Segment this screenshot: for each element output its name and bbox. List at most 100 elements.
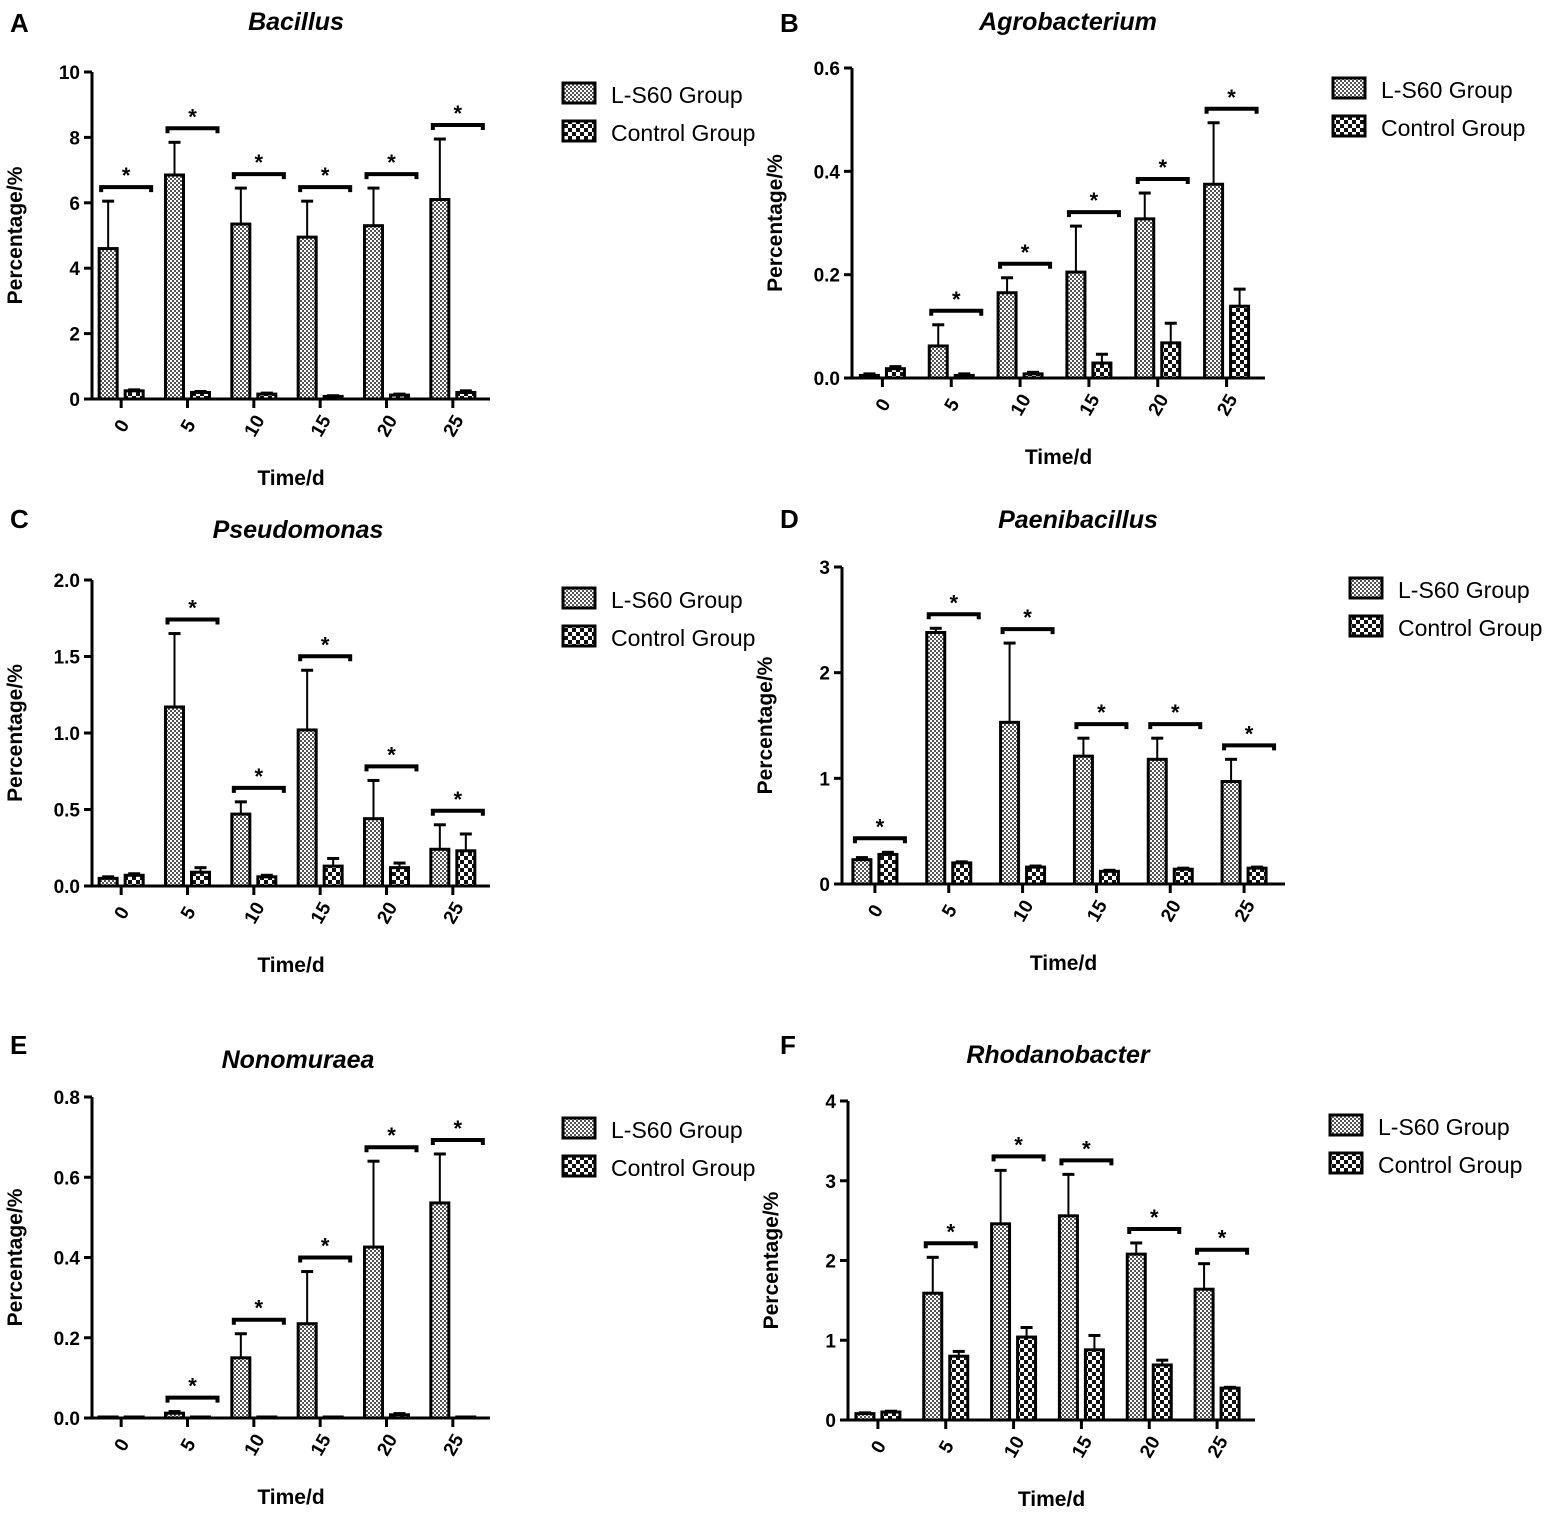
bar-l-s60 [363, 224, 384, 401]
significance-bracket [430, 808, 485, 816]
bar-control [1091, 361, 1113, 380]
significance-star: * [952, 287, 961, 312]
significance-bracket [1135, 177, 1190, 185]
bar-l-s60 [164, 1411, 185, 1420]
bar-l-s60 [230, 812, 252, 888]
bar-control [948, 1354, 970, 1422]
legend-swatch-l-s60 [1331, 76, 1367, 100]
significance-bracket [929, 308, 984, 316]
x-tick-label: 10 [1007, 391, 1036, 420]
significance-bracket [99, 185, 154, 193]
bar-control [123, 1415, 145, 1420]
y-tick-label: 0.6 [54, 1168, 80, 1189]
significance-star: * [188, 596, 197, 621]
x-tick-label: 15 [307, 411, 336, 440]
bar-control [190, 870, 211, 888]
bar-control [1016, 1335, 1038, 1422]
x-tick-label: 25 [1213, 390, 1242, 419]
significance-star: * [1014, 1132, 1023, 1157]
x-axis-label: Time/d [1025, 446, 1092, 469]
legend-label: Control Group [611, 625, 755, 651]
chart-title: Nonomuraea [222, 1046, 375, 1074]
significance-star: * [321, 632, 330, 657]
bar-l-s60 [164, 173, 185, 401]
panel-a: A Bacillus 0 2 4 6 8 10 Percentage/% Time/d 0 * 5 * 10… [4, 8, 755, 490]
bar-l-s60 [429, 198, 451, 401]
bar-control [322, 864, 344, 888]
significance-bracket [926, 612, 981, 620]
x-tick-label: 15 [307, 1430, 336, 1459]
significance-bracket [923, 1241, 978, 1249]
bar-control [256, 1415, 278, 1420]
significance-star: * [876, 814, 885, 839]
y-axis-label: Percentage/% [4, 664, 27, 802]
legend-label: Control Group [611, 1155, 755, 1181]
x-tick-label: 0 [872, 395, 895, 415]
chart-title: Paenibacillus [998, 506, 1158, 534]
y-tick-label: 1.5 [54, 648, 81, 669]
bar-l-s60 [164, 705, 185, 888]
y-tick-label: 1.0 [54, 724, 80, 745]
legend-label: L-S60 Group [611, 587, 743, 613]
legend-label: L-S60 Group [1378, 1114, 1510, 1140]
panel-letter: E [10, 1030, 27, 1060]
x-tick-label: 20 [373, 412, 402, 441]
bar-control [190, 1415, 211, 1420]
significance-star: * [255, 1296, 264, 1321]
significance-star: * [122, 163, 131, 188]
legend-swatch-control [561, 624, 597, 648]
significance-star: * [1245, 721, 1254, 746]
bar-control [951, 861, 973, 886]
significance-bracket [298, 185, 353, 193]
x-tick-label: 10 [1000, 1433, 1029, 1462]
bar-control [877, 852, 899, 886]
significance-bracket [1066, 210, 1121, 218]
bar-l-s60 [999, 720, 1021, 886]
y-tick-label: 0.4 [54, 1249, 81, 1270]
panel-d: D Paenibacillus 0 1 2 3 Percentage/% Time/d 0 * 5 *… [754, 504, 1542, 975]
bar-control [1172, 867, 1194, 886]
bar-control [256, 392, 278, 401]
y-tick-label: 8 [69, 128, 80, 149]
x-tick-label: 20 [373, 1431, 402, 1460]
x-tick-label: 15 [1068, 1432, 1097, 1461]
chart-title: Rhodanobacter [966, 1041, 1151, 1069]
bar-control [389, 1413, 410, 1420]
significance-bracket [1222, 743, 1277, 751]
x-tick-label: 5 [177, 903, 201, 923]
y-tick-label: 2 [819, 664, 830, 685]
significance-star: * [1150, 1205, 1159, 1230]
significance-bracket [1195, 1247, 1250, 1255]
y-tick-label: 0.2 [814, 266, 840, 287]
significance-bracket [852, 836, 907, 844]
x-tick-label: 5 [938, 901, 962, 921]
bar-control [1246, 866, 1268, 886]
significance-bracket [231, 1317, 286, 1325]
x-tick-label: 25 [1231, 896, 1260, 925]
legend-swatch-l-s60 [561, 586, 597, 610]
bar-l-s60 [1146, 757, 1168, 886]
y-tick-label: 6 [69, 194, 80, 215]
x-tick-label: 25 [1204, 1432, 1233, 1461]
bar-l-s60 [925, 631, 947, 886]
legend-swatch-l-s60 [1328, 1113, 1364, 1137]
significance-bracket [1204, 106, 1259, 114]
significance-star: * [188, 104, 197, 129]
panel-e: E Nonomuraea 0.0 0.2 0.4 0.6 0.8 Percentage/% Ti… [4, 1030, 755, 1509]
bar-l-s60 [851, 858, 873, 886]
legend-label: L-S60 Group [611, 1117, 743, 1143]
bar-l-s60 [230, 222, 252, 401]
y-axis-label: Percentage/% [4, 166, 27, 304]
legend-swatch-control [1331, 114, 1367, 138]
x-tick-label: 15 [1076, 390, 1105, 419]
x-tick-label: 25 [440, 898, 469, 927]
bar-control [389, 866, 410, 888]
chart-title: Agrobacterium [978, 8, 1157, 36]
bar-l-s60 [858, 373, 880, 380]
x-tick-label: 20 [1136, 1433, 1165, 1462]
bar-l-s60 [922, 1291, 944, 1422]
x-tick-label: 10 [1009, 897, 1038, 926]
significance-bracket [1000, 627, 1055, 635]
y-tick-label: 0.5 [54, 801, 81, 822]
significance-star: * [387, 1123, 396, 1148]
